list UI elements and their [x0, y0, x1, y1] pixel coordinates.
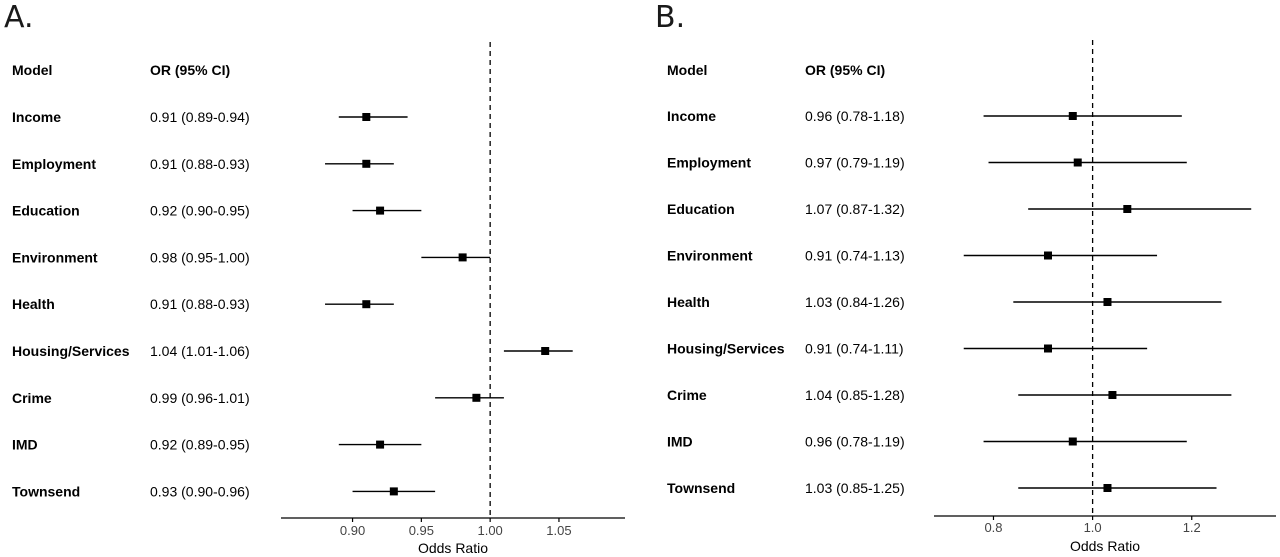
panel-letter: B. [655, 0, 685, 35]
or-column-header: OR (95% CI) [805, 62, 885, 78]
x-tick-label: 1.2 [1183, 520, 1201, 535]
x-tick-label: 0.95 [409, 523, 434, 538]
x-axis-title: Odds Ratio [418, 540, 488, 556]
or-ci-label: 0.91 (0.88-0.93) [150, 296, 250, 312]
panel-letter: A. [4, 0, 34, 35]
or-ci-label: 0.93 (0.90-0.96) [150, 483, 250, 499]
model-label: Health [667, 294, 710, 310]
model-label: Townsend [12, 483, 80, 499]
model-label: Employment [12, 156, 96, 172]
model-label: Health [12, 296, 55, 312]
point-estimate-marker [1103, 484, 1112, 492]
or-ci-label: 1.04 (1.01-1.06) [150, 343, 250, 359]
or-ci-label: 1.03 (0.85-1.25) [805, 480, 905, 496]
point-estimate-marker [1073, 158, 1082, 167]
model-label: Crime [12, 390, 52, 406]
model-label: Townsend [667, 480, 735, 496]
model-label: Environment [667, 248, 753, 264]
model-label: Employment [667, 155, 751, 171]
point-estimate-marker [362, 300, 371, 309]
model-label: Housing/Services [667, 341, 785, 357]
x-tick-label: 0.8 [984, 520, 1002, 535]
model-label: Crime [667, 387, 707, 403]
model-label: Income [12, 109, 61, 125]
point-estimate-marker [472, 393, 481, 402]
point-estimate-marker [1123, 205, 1132, 213]
x-tick-label: 0.90 [340, 523, 365, 538]
or-ci-label: 1.04 (0.85-1.28) [805, 387, 905, 403]
or-ci-label: 0.98 (0.95-1.00) [150, 249, 250, 265]
model-label: Environment [12, 249, 98, 265]
model-label: Income [667, 108, 716, 124]
model-label: IMD [12, 437, 38, 453]
or-ci-label: 0.96 (0.78-1.19) [805, 434, 905, 450]
or-ci-label: 0.91 (0.89-0.94) [150, 109, 250, 125]
point-estimate-marker [1044, 344, 1052, 353]
model-label: Education [12, 203, 80, 219]
point-estimate-marker [1044, 251, 1052, 260]
point-estimate-marker [376, 206, 385, 215]
x-tick-label: 1.0 [1084, 520, 1102, 535]
point-estimate-marker [389, 487, 398, 496]
x-axis-title: Odds Ratio [1070, 538, 1140, 554]
or-ci-label: 0.99 (0.96-1.01) [150, 390, 250, 406]
or-ci-label: 0.92 (0.89-0.95) [150, 437, 250, 453]
x-tick-label: 1.05 [546, 523, 571, 538]
model-label: Education [667, 201, 735, 217]
or-ci-label: 0.92 (0.90-0.95) [150, 203, 250, 219]
point-estimate-marker [362, 159, 371, 168]
or-ci-label: 0.96 (0.78-1.18) [805, 108, 905, 124]
or-ci-label: 0.91 (0.88-0.93) [150, 156, 250, 172]
point-estimate-marker [458, 253, 467, 262]
or-column-header: OR (95% CI) [150, 62, 230, 78]
model-column-header: Model [667, 62, 707, 78]
or-ci-label: 0.97 (0.79-1.19) [805, 155, 905, 171]
point-estimate-marker [541, 347, 550, 355]
point-estimate-marker [376, 440, 385, 449]
model-label: IMD [667, 434, 693, 450]
x-tick-label: 1.00 [477, 523, 502, 538]
or-ci-label: 0.91 (0.74-1.13) [805, 248, 905, 264]
or-ci-label: 0.91 (0.74-1.11) [805, 341, 904, 357]
point-estimate-marker [362, 113, 371, 121]
point-estimate-marker [1103, 298, 1112, 306]
model-label: Housing/Services [12, 343, 130, 359]
model-column-header: Model [12, 62, 52, 78]
or-ci-label: 1.07 (0.87-1.32) [805, 201, 905, 217]
point-estimate-marker [1068, 112, 1077, 120]
point-estimate-marker [1108, 391, 1117, 399]
or-ci-label: 1.03 (0.84-1.26) [805, 294, 905, 310]
point-estimate-marker [1068, 437, 1077, 446]
